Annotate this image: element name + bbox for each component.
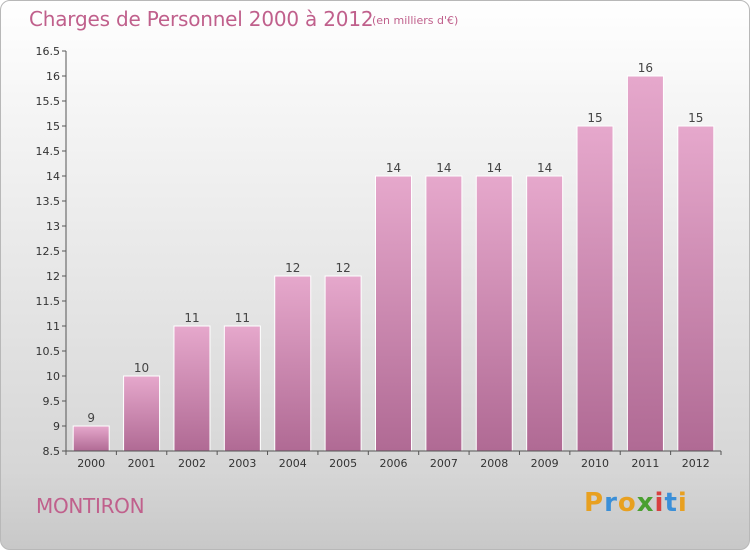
bars: 9 10 11 11 12 12 14 14 14 14 15 16 15: [72, 61, 715, 452]
logo-letter: o: [617, 488, 637, 518]
data-label-2005: 12: [335, 261, 350, 275]
data-label-2012: 15: [688, 111, 703, 125]
data-label-2001: 10: [134, 361, 149, 375]
data-label-2008: 14: [487, 161, 502, 175]
data-label-2010: 15: [587, 111, 602, 125]
y-tick-label: 11: [46, 320, 60, 333]
y-tick-label: 9.5: [43, 395, 61, 408]
bar-2010: [576, 125, 614, 452]
y-tick-label: 13.5: [36, 195, 61, 208]
x-tick-label-2006: 2006: [380, 457, 408, 470]
x-tick-label-2007: 2007: [430, 457, 458, 470]
chart-title: Charges de Personnel 2000 à 2012: [29, 7, 374, 31]
y-tick-label: 9: [53, 420, 60, 433]
bar-2005: [324, 275, 362, 452]
logo-letter: i: [677, 488, 688, 518]
x-tick-label-2012: 2012: [682, 457, 710, 470]
x-tick-label-2011: 2011: [631, 457, 659, 470]
bar-2003: [223, 325, 261, 452]
y-tick-label: 15: [46, 120, 60, 133]
logo-letter: x: [636, 488, 655, 518]
x-tick-label-2000: 2000: [77, 457, 105, 470]
y-tick-label: 10.5: [36, 345, 61, 358]
y-tick-label: 12: [46, 270, 60, 283]
data-label-2002: 11: [184, 311, 199, 325]
y-tick-label: 15.5: [36, 95, 61, 108]
bar-2012: [677, 125, 715, 452]
data-label-2000: 9: [87, 411, 95, 425]
logo-letter: t: [664, 488, 678, 518]
y-tick-label: 12.5: [36, 245, 61, 258]
x-tick-label-2005: 2005: [329, 457, 357, 470]
bar-2007: [425, 175, 463, 452]
y-tick-label: 14.5: [36, 145, 61, 158]
data-label-2011: 16: [638, 61, 653, 75]
proxiti-logo: Proxiti: [584, 488, 688, 518]
data-label-2003: 11: [235, 311, 250, 325]
y-tick-label: 16: [46, 70, 60, 83]
data-label-2007: 14: [436, 161, 451, 175]
y-tick-label: 11.5: [36, 295, 61, 308]
logo-letter: r: [604, 488, 618, 518]
bar-2000: [72, 425, 110, 452]
bar-2004: [274, 275, 312, 452]
data-label-2004: 12: [285, 261, 300, 275]
x-tick-label-2010: 2010: [581, 457, 609, 470]
x-tick-label-2001: 2001: [128, 457, 156, 470]
y-tick-label: 14: [46, 170, 60, 183]
logo-letter: i: [654, 488, 665, 518]
bar-2006: [375, 175, 412, 452]
y-axis: 8.5 9 9.5 10 10.5 11 11.5 12 12.5 13 13.5 14 14.5 15 1…: [36, 45, 67, 458]
data-label-2009: 14: [537, 161, 552, 175]
data-label-2006: 14: [386, 161, 401, 175]
bar-2008: [475, 175, 513, 452]
city-name: MONTIRON: [36, 494, 145, 518]
x-axis: 2000 2001 2002 2003 2004 2005 2006 2007 2008 2009…: [65, 450, 722, 470]
x-tick-label-2008: 2008: [480, 457, 508, 470]
chart-subtitle: (en milliers d'€): [372, 14, 459, 27]
x-tick-label-2004: 2004: [279, 457, 307, 470]
logo-letter: P: [584, 488, 605, 518]
y-tick-label: 13: [46, 220, 60, 233]
y-tick-label: 8.5: [43, 445, 61, 458]
x-tick-label-2002: 2002: [178, 457, 206, 470]
x-tick-label-2009: 2009: [531, 457, 559, 470]
bar-2009: [526, 175, 564, 452]
y-tick-label: 10: [46, 370, 60, 383]
bar-2002: [173, 325, 211, 452]
bar-2001: [123, 375, 161, 452]
x-tick-label-2003: 2003: [228, 457, 256, 470]
bar-2011: [626, 75, 664, 452]
y-tick-label: 16.5: [36, 45, 61, 58]
